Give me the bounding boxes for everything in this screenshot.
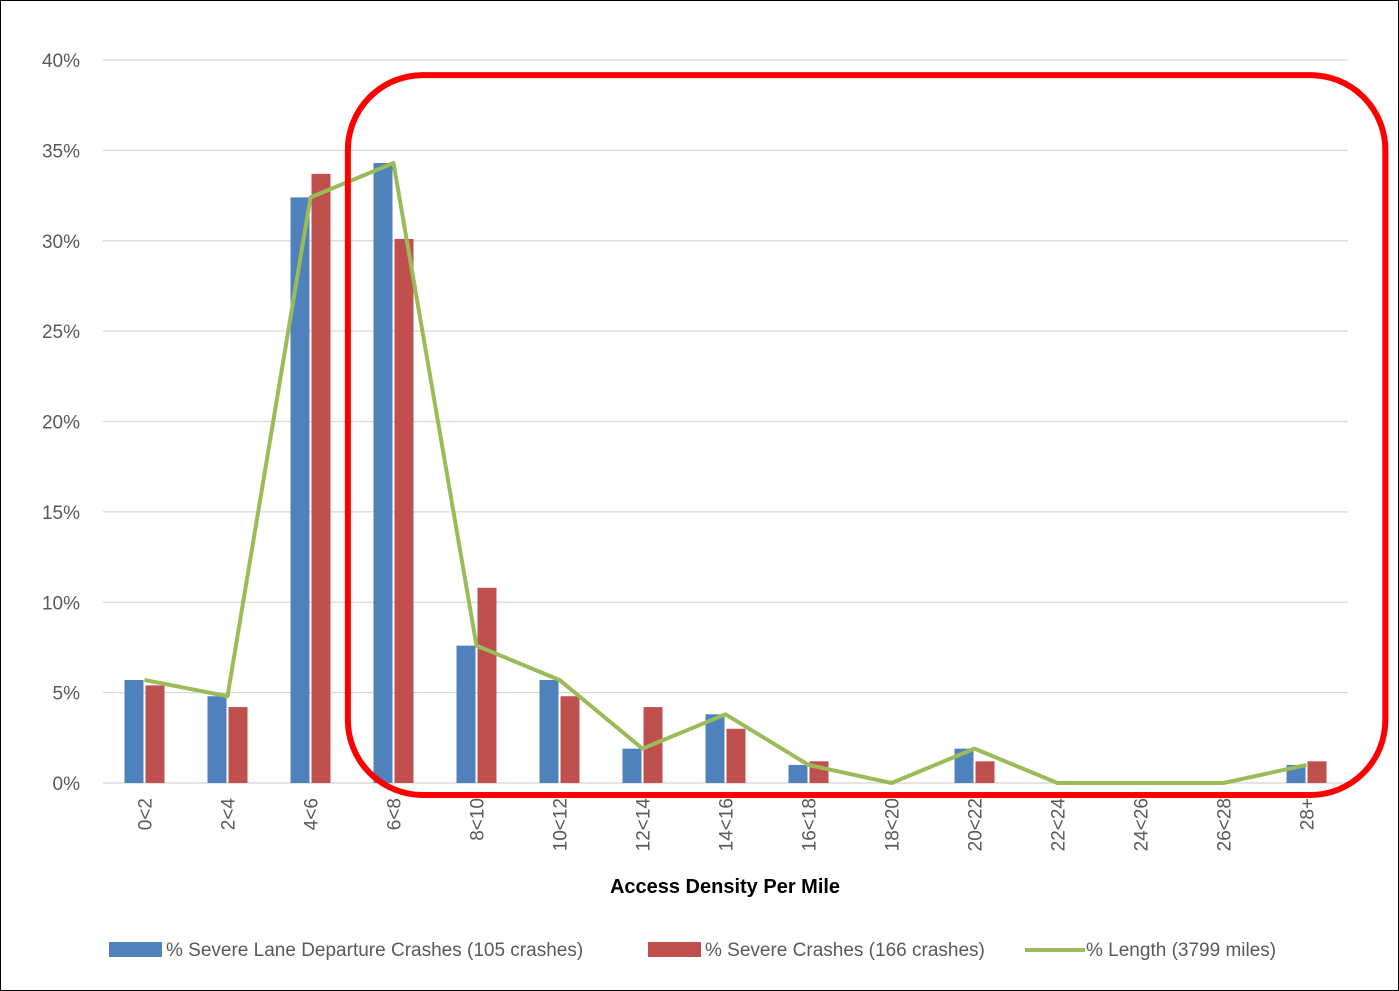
series-line-length xyxy=(144,161,1307,785)
bar-severe-crashes xyxy=(560,696,580,783)
y-tick-label: 25% xyxy=(42,322,80,343)
bar-severe-crashes xyxy=(477,587,497,783)
bar-lane-departure xyxy=(456,645,476,783)
line-series xyxy=(144,161,1307,785)
bar-severe-crashes xyxy=(311,173,331,783)
x-tick-label: 26<28 xyxy=(1215,798,1236,851)
bar-severe-crashes xyxy=(726,728,746,783)
bar-severe-crashes xyxy=(394,238,414,783)
bar-lane-departure xyxy=(622,748,642,783)
legend: % Severe Lane Departure Crashes (105 cra… xyxy=(109,940,1276,961)
bar-lane-departure xyxy=(373,163,393,784)
x-tick-label: 0<2 xyxy=(136,798,157,830)
legend-label: % Severe Crashes (166 crashes) xyxy=(705,940,985,961)
legend-label: % Severe Lane Departure Crashes (105 cra… xyxy=(166,940,583,961)
gridlines xyxy=(103,59,1348,784)
bar-severe-crashes xyxy=(975,761,995,783)
bar-lane-departure xyxy=(954,748,974,783)
x-tick-label: 12<14 xyxy=(634,798,655,852)
x-tick-label: 20<22 xyxy=(966,798,987,851)
x-tick-label: 14<16 xyxy=(717,798,738,851)
bar-severe-crashes xyxy=(1307,761,1327,783)
y-tick-label: 15% xyxy=(42,503,80,524)
legend-swatch xyxy=(109,942,162,957)
x-axis-label: Access Density Per Mile xyxy=(610,876,840,898)
x-tick-label: 18<20 xyxy=(883,798,904,851)
legend-swatch xyxy=(648,942,701,957)
bar-lane-departure xyxy=(124,679,144,783)
annotations xyxy=(344,72,1389,798)
x-tick-label: 8<10 xyxy=(468,798,489,841)
bar-lane-departure xyxy=(705,714,725,783)
bar-lane-departure xyxy=(788,764,808,783)
legend-label: % Length (3799 miles) xyxy=(1086,940,1276,961)
y-tick-label: 5% xyxy=(53,684,81,705)
y-tick-label: 30% xyxy=(42,232,80,253)
bar-severe-crashes xyxy=(145,685,165,783)
x-tick-label: 2<4 xyxy=(219,798,240,831)
x-tick-label: 22<24 xyxy=(1049,798,1070,852)
x-tick-label: 4<6 xyxy=(302,798,323,830)
x-axis-ticks: 0<2 2<4 4<6 6<8 8<10 10<12 12<14 14<16 16<18 18<2… xyxy=(136,798,1319,852)
x-tick-label: 6<8 xyxy=(385,798,406,830)
bar-severe-crashes xyxy=(228,707,248,783)
bar-lane-departure xyxy=(290,197,310,783)
x-tick-label: 10<12 xyxy=(551,798,572,851)
y-axis-ticks: 0% 5% 10% 15% 20% 25% 30% 35% 40% xyxy=(42,51,80,795)
bar-lane-departure xyxy=(539,679,559,783)
highlight-box xyxy=(344,72,1389,798)
y-tick-label: 10% xyxy=(42,593,80,614)
y-tick-label: 35% xyxy=(42,141,80,162)
y-tick-label: 40% xyxy=(42,51,80,72)
bar-lane-departure xyxy=(207,696,227,783)
y-tick-label: 20% xyxy=(42,413,80,434)
x-tick-label: 16<18 xyxy=(800,798,821,851)
x-tick-label: 24<26 xyxy=(1132,798,1153,851)
x-tick-label: 28+ xyxy=(1298,798,1319,830)
y-tick-label: 0% xyxy=(53,774,81,795)
bars xyxy=(124,163,1327,784)
